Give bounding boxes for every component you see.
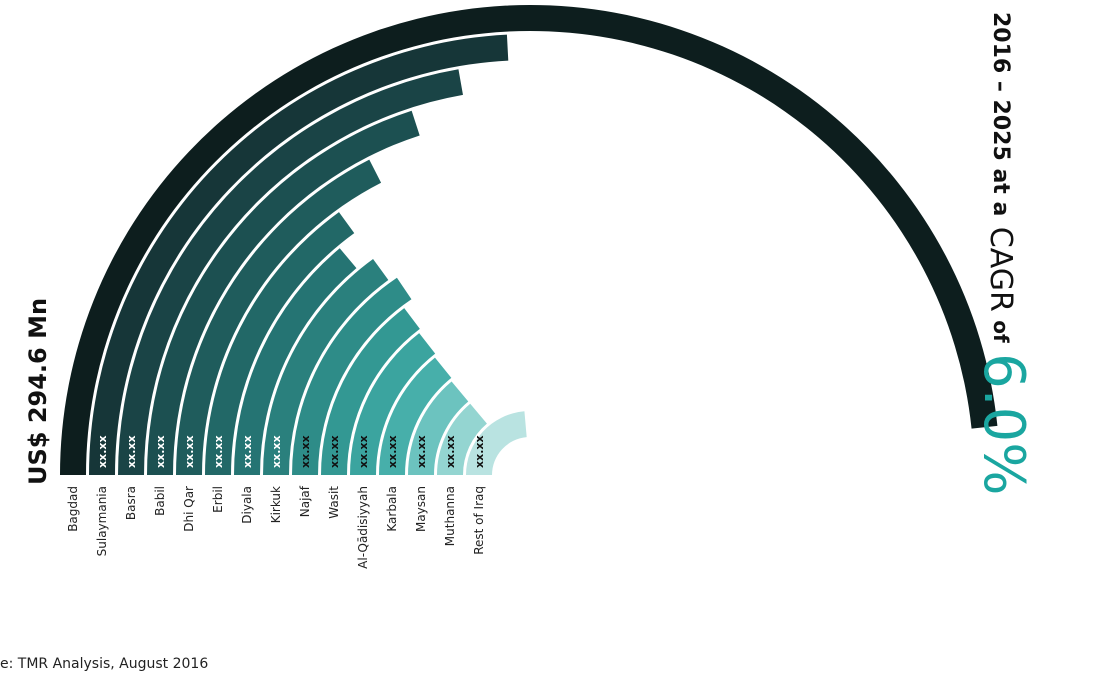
category-label: Al-Qādisiyyah	[356, 486, 370, 569]
category-label: Bagdad	[66, 486, 80, 532]
radial-bar-dhi-qar	[176, 159, 382, 476]
radial-bar-kirkuk	[263, 258, 389, 475]
category-label: Erbil	[211, 486, 225, 513]
svg-text:2016 – 2025 at a CAGR: 2016 – 2025 at a CAGR of 6.0%	[971, 12, 1036, 495]
radial-bar-basra	[118, 69, 463, 475]
headline-cagr-word: CAGR	[984, 227, 1019, 312]
radial-bar-maysan	[408, 381, 469, 475]
radial-bar-babil	[147, 110, 420, 475]
value-label: xx.xx	[241, 435, 254, 468]
value-label: xx.xx	[154, 435, 167, 468]
category-label: Rest of Iraq	[472, 486, 486, 555]
radial-bar-sulaymania	[89, 34, 509, 476]
source-note: e: TMR Analysis, August 2016	[0, 656, 208, 672]
category-label: Diyala	[240, 486, 254, 524]
category-label: Wasit	[327, 486, 341, 519]
category-label: Babil	[153, 486, 167, 516]
category-label: Muthanna	[443, 486, 457, 546]
value-label: xx.xx	[270, 435, 283, 468]
category-label: Kirkuk	[269, 486, 283, 523]
value-labels: xx.xx xx.xx xx.xx xx.xx xx.xx xx.xx xx.xx xx.xx…	[96, 435, 486, 468]
radial-bar-rest-of-iraq	[466, 411, 527, 475]
category-label: Karbala	[385, 486, 399, 532]
value-label: xx.xx	[96, 435, 109, 468]
radial-bar-wasit	[321, 308, 420, 475]
radial-bar-karbala	[379, 357, 452, 475]
category-label: Najaf	[298, 485, 312, 517]
radial-bar-erbil	[205, 212, 355, 476]
value-label: xx.xx	[299, 435, 312, 468]
value-label: xx.xx	[473, 435, 486, 468]
market-value-label: US$ 294.6 Mn	[24, 298, 52, 485]
radial-bars	[60, 5, 998, 476]
category-label: Dhi Qar	[182, 486, 196, 532]
cagr-value: 6.0%	[971, 353, 1036, 495]
radial-bar-najaf	[292, 277, 412, 475]
value-label: xx.xx	[328, 435, 341, 468]
value-label: xx.xx	[357, 435, 370, 468]
headline-period: 2016 – 2025 at a	[988, 12, 1013, 216]
category-label: Sulaymania	[95, 486, 109, 556]
category-labels: Bagdad Sulaymania Basra Babil Dhi Qar Erbil Di…	[66, 485, 486, 569]
value-label: xx.xx	[415, 435, 428, 468]
value-label: xx.xx	[444, 435, 457, 468]
value-label: xx.xx	[386, 435, 399, 468]
radial-bar-al-q-disiyyah	[350, 333, 436, 475]
value-label: xx.xx	[212, 435, 225, 468]
category-label: Maysan	[414, 486, 428, 532]
value-label: xx.xx	[125, 435, 138, 468]
radial-bar-muthanna	[437, 403, 487, 475]
radial-bar-diyala	[234, 248, 357, 475]
headline-of-word: of	[990, 320, 1014, 343]
category-label: Basra	[124, 486, 138, 520]
value-label: xx.xx	[183, 435, 196, 468]
cagr-headline: 2016 – 2025 at a CAGR of 6.0%	[971, 12, 1036, 495]
